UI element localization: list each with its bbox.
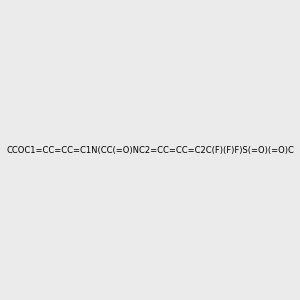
Text: CCOC1=CC=CC=C1N(CC(=O)NC2=CC=CC=C2C(F)(F)F)S(=O)(=O)C: CCOC1=CC=CC=C1N(CC(=O)NC2=CC=CC=C2C(F)(F…	[6, 146, 294, 154]
